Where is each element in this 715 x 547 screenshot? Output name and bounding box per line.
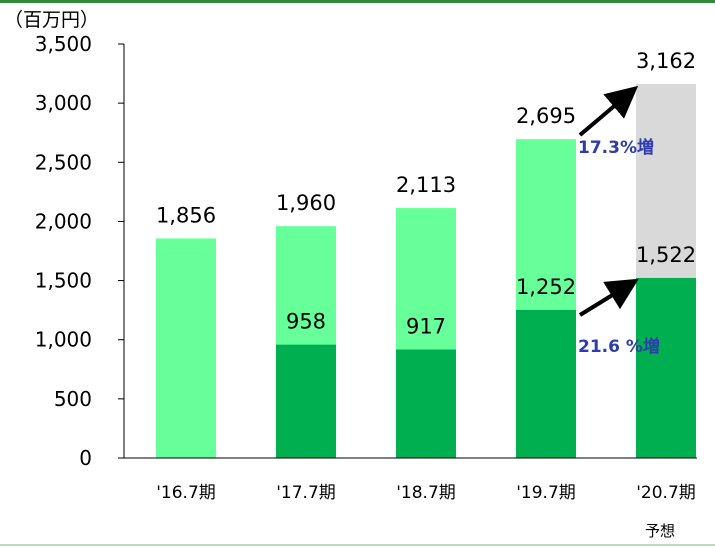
x-tick-label: '16.7期 <box>156 483 216 503</box>
data-label-total: 1,960 <box>276 191 336 215</box>
data-label-part: 1,522 <box>636 243 696 267</box>
x-tick-label: '20.7期 <box>636 483 696 503</box>
unit-label: （百万円） <box>4 9 99 31</box>
data-label-total: 2,695 <box>516 104 576 128</box>
x-tick-label: '18.7期 <box>396 483 456 503</box>
growth-arrow-part <box>578 278 639 317</box>
data-label-total: 2,113 <box>396 173 456 197</box>
x-axis-labels: '16.7期 '17.7期 '18.7期 '19.7期 '20.7期 <box>156 483 696 503</box>
bar-part <box>636 277 696 458</box>
bar-part <box>276 344 336 458</box>
data-label-total: 3,162 <box>636 49 696 73</box>
y-axis-ticks: 0 500 1,000 1,500 2,000 2,500 3,000 3,500 <box>35 32 124 470</box>
top-rule <box>0 0 715 3</box>
bars <box>156 83 696 459</box>
growth-arrow-total <box>578 85 639 137</box>
y-tick-label: 2,500 <box>35 150 92 174</box>
x-tick-label: '19.7期 <box>516 483 576 503</box>
data-label-total: 1,856 <box>156 203 216 227</box>
bar-part <box>396 349 456 458</box>
data-label-part: 1,252 <box>516 275 576 299</box>
y-tick-label: 1,000 <box>35 328 92 352</box>
y-tick-label: 0 <box>79 446 92 470</box>
y-tick-label: 3,500 <box>35 32 92 56</box>
y-tick-label: 500 <box>54 387 92 411</box>
data-label-part: 958 <box>286 310 326 334</box>
bar-total <box>156 238 216 458</box>
bottom-rule <box>0 544 715 546</box>
y-tick-label: 1,500 <box>35 269 92 293</box>
data-label-part: 917 <box>406 315 446 339</box>
growth-label-total: 17.3%増 <box>578 137 654 158</box>
y-tick-label: 2,000 <box>35 209 92 233</box>
value-labels: 1,856 1,960 958 2,113 917 2,695 1,252 3,162 1,52… <box>156 49 696 339</box>
growth-label-part: 21.6 %増 <box>578 336 660 357</box>
bar-part <box>516 309 576 458</box>
forecast-note: 予想 <box>645 522 675 540</box>
x-tick-label: '17.7期 <box>276 483 336 503</box>
y-tick-label: 3,000 <box>35 91 92 115</box>
